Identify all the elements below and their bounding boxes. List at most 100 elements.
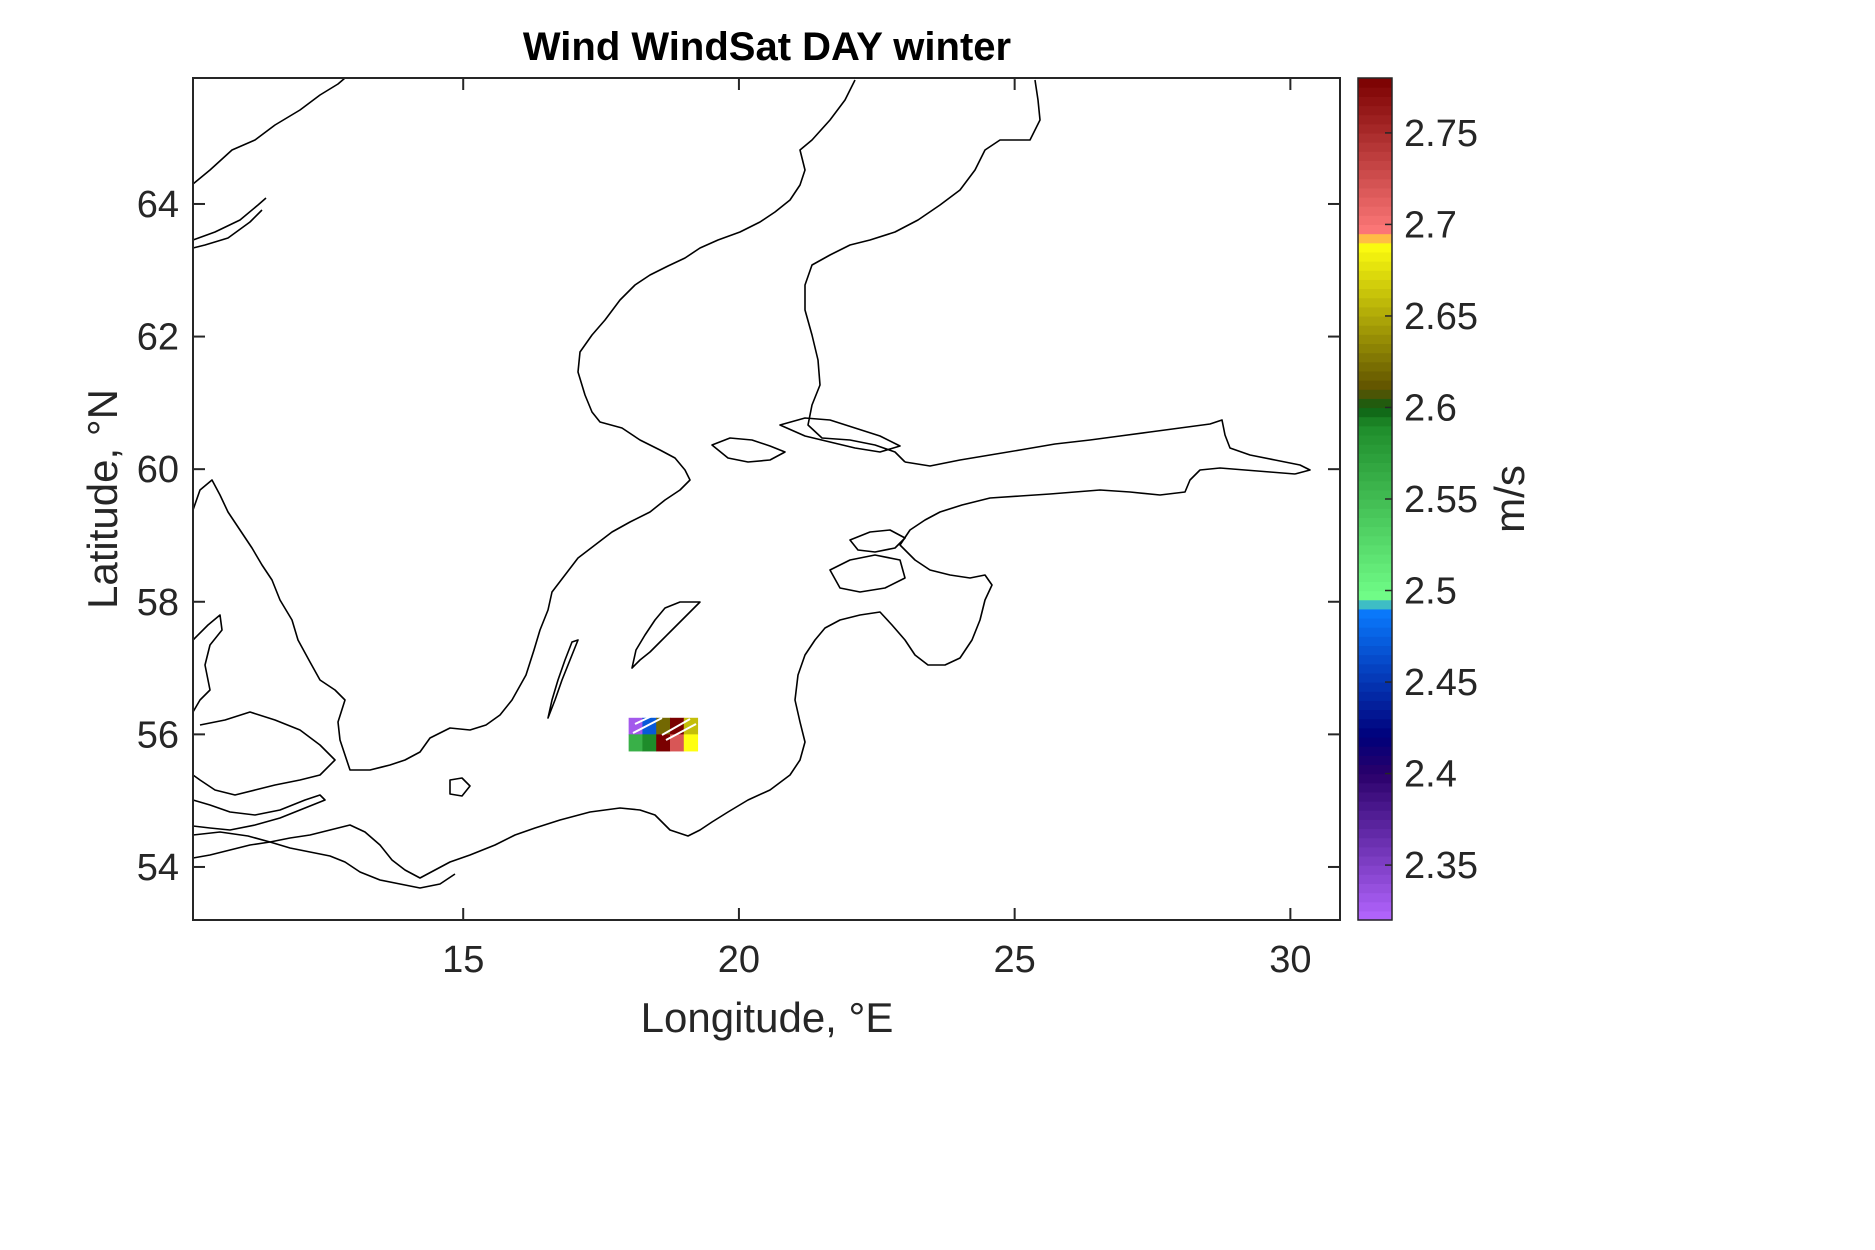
- colorbar-band: [1358, 251, 1392, 262]
- colorbar-band: [1358, 801, 1392, 811]
- colorbar-band: [1358, 169, 1392, 180]
- colorbar-band: [1358, 151, 1392, 161]
- colorbar-band: [1358, 608, 1392, 619]
- colorbar-band: [1358, 160, 1392, 171]
- colorbar-band: [1358, 315, 1392, 326]
- colorbar-band: [1358, 910, 1392, 921]
- coastline-estonia: [192, 467, 1296, 879]
- heatmap-cell: [656, 717, 671, 735]
- colorbar-band: [1358, 352, 1392, 363]
- coastline-group: [192, 77, 1311, 889]
- colorbar-band: [1358, 581, 1392, 592]
- x-axis-label: Longitude, °E: [641, 994, 894, 1041]
- colorbar-band: [1358, 499, 1392, 509]
- colorbar-band: [1358, 535, 1392, 546]
- colorbar-band: [1358, 453, 1392, 463]
- colorbar-band: [1358, 462, 1392, 473]
- colorbar-band: [1358, 572, 1392, 582]
- colorbar-band: [1358, 563, 1392, 573]
- colorbar-band: [1358, 544, 1392, 555]
- colorbar-band: [1358, 791, 1392, 802]
- colorbar-band: [1358, 709, 1392, 720]
- colorbar-band: [1358, 682, 1392, 692]
- colorbar-ticks: 2.35 2.4 2.45 2.5 2.55 2.6 2.65 2.7 2.75: [1385, 113, 1478, 887]
- colorbar-band: [1358, 279, 1392, 290]
- colorbar-band: [1358, 508, 1392, 518]
- x-tick-label: 30: [1269, 939, 1311, 981]
- colorbar-band: [1358, 627, 1392, 637]
- colorbar-band: [1358, 306, 1392, 317]
- coastline-hiiumaa: [849, 529, 906, 553]
- colorbar-band: [1358, 828, 1392, 839]
- colorbar-tick-label: 2.5: [1404, 571, 1457, 613]
- colorbar-band: [1358, 755, 1392, 766]
- colorbar: 2.35 2.4 2.45 2.5 2.55 2.6 2.65 2.7 2.75 m/s: [1357, 77, 1533, 921]
- colorbar-band: [1358, 261, 1392, 271]
- y-axis-label: Latitude, °N: [79, 389, 126, 609]
- colorbar-band: [1358, 526, 1392, 537]
- wind-vector: [661, 718, 691, 736]
- x-axis: 15 20 25 30: [442, 78, 1312, 981]
- colorbar-band: [1358, 654, 1392, 665]
- y-tick-label: 56: [137, 714, 179, 756]
- colorbar-band: [1358, 380, 1392, 390]
- x-tick-label: 20: [718, 939, 760, 981]
- colorbar-band: [1358, 142, 1392, 152]
- heatmap-cell: [656, 734, 671, 752]
- colorbar-band: [1358, 389, 1392, 399]
- coastline-sweden-east: [192, 79, 856, 771]
- heatmap-cell: [669, 734, 685, 752]
- x-tick-label: 15: [442, 939, 484, 981]
- colorbar-band: [1358, 206, 1392, 216]
- colorbar-band: [1358, 773, 1392, 784]
- coastline-gulf-of-finland-north: [904, 419, 1311, 475]
- colorbar-band: [1358, 553, 1392, 564]
- heatmap-cell: [642, 734, 657, 752]
- colorbar-band: [1358, 865, 1392, 875]
- colorbar-band: [1358, 224, 1392, 235]
- colorbar-band: [1358, 736, 1392, 747]
- y-axis: 54 56 58 60 62 64: [137, 184, 1340, 889]
- axes-background: [193, 78, 1340, 920]
- colorbar-band: [1358, 810, 1392, 820]
- colorbar-band: [1358, 672, 1392, 683]
- colorbar-band: [1358, 416, 1392, 427]
- colorbar-band: [1358, 599, 1392, 610]
- colorbar-band: [1358, 855, 1392, 866]
- colorbar-band: [1358, 132, 1392, 143]
- y-tick-label: 58: [137, 582, 179, 624]
- colorbar-tick-label: 2.7: [1404, 204, 1457, 246]
- coastline-bothnian-bay-west: [192, 209, 263, 249]
- coastline-denmark: [192, 614, 336, 831]
- colorbar-band: [1358, 691, 1392, 701]
- colorbar-band: [1358, 663, 1392, 674]
- colorbar-band: [1358, 215, 1392, 226]
- colorbar-tick-label: 2.75: [1404, 113, 1478, 155]
- coastline-skargard: [779, 417, 901, 453]
- colorbar-band: [1358, 819, 1392, 830]
- colorbar-band: [1358, 398, 1392, 409]
- colorbar-band: [1358, 874, 1392, 884]
- colorbar-band: [1358, 636, 1392, 647]
- colorbar-band: [1358, 901, 1392, 912]
- colorbar-band: [1358, 444, 1392, 454]
- colorbar-band: [1358, 846, 1392, 857]
- colorbar-tick-label: 2.55: [1404, 479, 1478, 521]
- colorbar-band: [1358, 517, 1392, 528]
- colorbar-band: [1358, 837, 1392, 848]
- colorbar-band: [1358, 746, 1392, 756]
- y-tick-label: 64: [137, 184, 179, 226]
- coastline-bornholm: [449, 777, 471, 797]
- y-tick-label: 60: [137, 449, 179, 491]
- colorbar-band: [1358, 434, 1392, 445]
- colorbar-band: [1358, 123, 1392, 134]
- axes-frame: [192, 77, 1341, 921]
- colorbar-band: [1358, 178, 1392, 189]
- colorbar-band: [1358, 233, 1392, 244]
- coastline-finland-west: [804, 79, 1041, 463]
- coastline-oland: [547, 639, 579, 719]
- x-tick-label: 25: [994, 939, 1036, 981]
- colorbar-band: [1358, 700, 1392, 711]
- coastline-saaremaa: [829, 554, 906, 593]
- colorbar-band: [1358, 727, 1392, 738]
